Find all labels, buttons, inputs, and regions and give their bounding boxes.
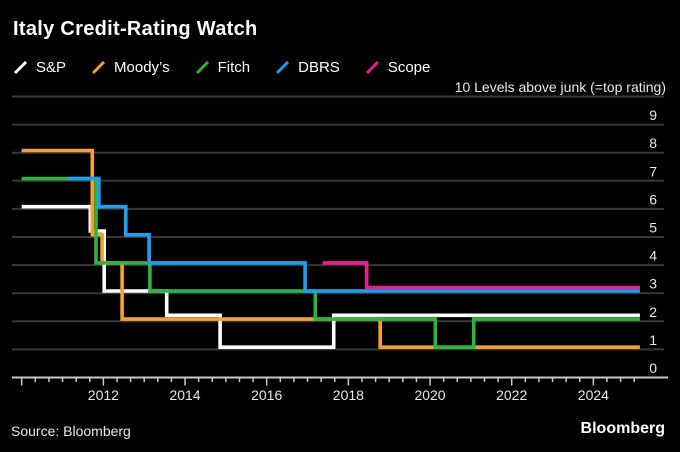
- x-tick-label-2024: 2024: [578, 387, 609, 403]
- y-tick-label-9: 9: [649, 107, 657, 123]
- x-tick-label-2012: 2012: [88, 387, 119, 403]
- page-title: Italy Credit-Rating Watch: [13, 18, 258, 40]
- series-line-fitch: [21, 176, 640, 349]
- legend-label: DBRS: [298, 59, 340, 76]
- line-swatch-icon: [365, 60, 379, 75]
- y-tick-label-5: 5: [649, 220, 657, 236]
- series-line-sp: [21, 204, 640, 349]
- series-line-scope: [322, 261, 640, 290]
- y-tick-label-2: 2: [649, 304, 657, 320]
- chart-legend: S&P Moody’s Fitch DBRS Scope: [13, 59, 430, 76]
- x-tick-label-2022: 2022: [496, 387, 527, 403]
- legend-label: Fitch: [217, 59, 251, 76]
- y-tick-label-3: 3: [649, 276, 657, 292]
- line-swatch-icon: [276, 60, 290, 75]
- y-tick-label-0: 0: [649, 360, 657, 376]
- x-tick-label-2020: 2020: [414, 387, 445, 403]
- line-swatch-icon: [195, 60, 209, 75]
- legend-item-sp: S&P: [13, 59, 66, 76]
- y-tick-label-7: 7: [649, 163, 657, 179]
- y-tick-label-8: 8: [649, 135, 657, 151]
- y-tick-label-1: 1: [649, 332, 657, 348]
- x-tick-label-2016: 2016: [251, 387, 282, 403]
- series-line-dbrs: [67, 176, 640, 293]
- y-axis-top-note: 10 Levels above junk (=top rating): [454, 79, 666, 95]
- source-attribution: Source: Bloomberg: [11, 423, 131, 439]
- legend-item-fitch: Fitch: [195, 59, 251, 76]
- legend-label: S&P: [36, 59, 67, 76]
- bloomberg-wordmark: Bloomberg: [580, 420, 665, 437]
- legend-label: Scope: [387, 59, 431, 76]
- y-tick-label-6: 6: [649, 191, 657, 207]
- legend-item-scope: Scope: [365, 59, 431, 76]
- x-tick-label-2018: 2018: [333, 387, 364, 403]
- x-tick-label-2014: 2014: [169, 387, 200, 403]
- legend-item-moodys: Moody’s: [91, 59, 170, 76]
- line-swatch-icon: [13, 60, 28, 75]
- legend-item-dbrs: DBRS: [275, 59, 340, 76]
- line-swatch-icon: [91, 60, 106, 75]
- legend-label: Moody’s: [114, 59, 170, 76]
- y-tick-label-4: 4: [649, 248, 657, 264]
